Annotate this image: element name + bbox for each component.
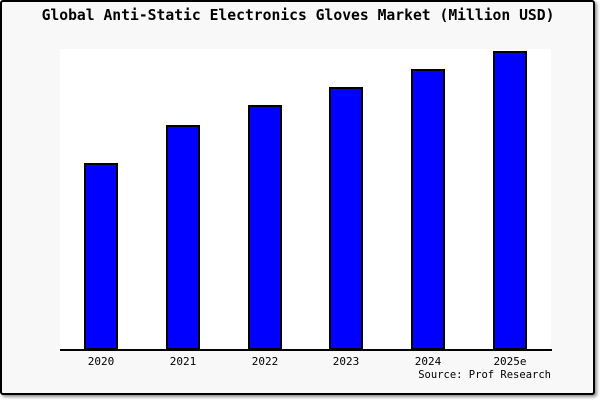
bar-2022 bbox=[248, 105, 282, 350]
x-tick-label-2021: 2021 bbox=[169, 355, 197, 368]
bar-2023 bbox=[329, 87, 363, 350]
x-tick-label-2025e: 2025e bbox=[493, 355, 527, 368]
source-credit: Source: Prof Research bbox=[418, 369, 551, 381]
bar-2025e bbox=[493, 51, 527, 350]
x-tick-label-2023: 2023 bbox=[332, 355, 360, 368]
plot-area bbox=[60, 49, 551, 350]
x-tick-label-2022: 2022 bbox=[251, 355, 279, 368]
x-tick-label-2024: 2024 bbox=[414, 355, 442, 368]
chart-title: Global Anti-Static Electronics Gloves Ma… bbox=[41, 7, 555, 24]
x-axis-line bbox=[60, 349, 552, 351]
bar-2020 bbox=[84, 163, 118, 350]
bar-2021 bbox=[166, 125, 200, 350]
x-tick-label-2020: 2020 bbox=[87, 355, 115, 368]
bar-2024 bbox=[411, 69, 445, 350]
